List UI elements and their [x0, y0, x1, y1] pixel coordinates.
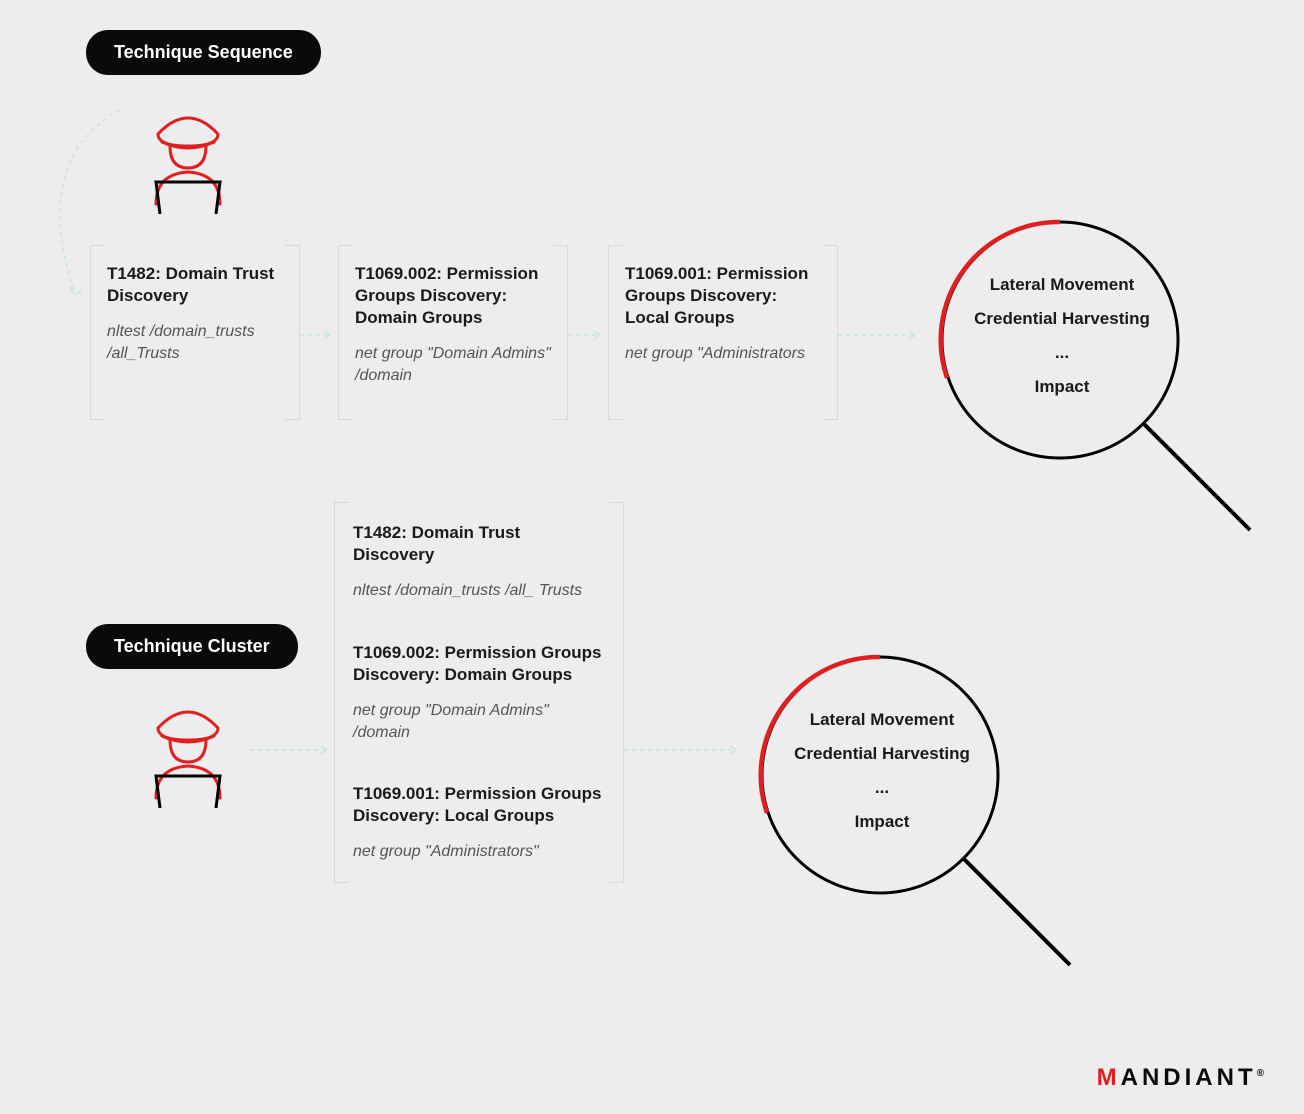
cluster-box: T1482: Domain Trust Discovery nltest /do… — [334, 502, 624, 883]
dashed-arrow — [568, 325, 608, 345]
technique-box-2: T1069.002: Permission Groups Discovery: … — [338, 245, 568, 420]
magnifier-lens: Lateral Movement Credential Harvesting .… — [920, 200, 1180, 460]
dashed-arrow — [838, 325, 923, 345]
technique-sequence-badge: Technique Sequence — [86, 30, 321, 75]
technique-cluster-badge: Technique Cluster — [86, 624, 298, 669]
lens-outcomes: Lateral Movement Credential Harvesting .… — [772, 703, 992, 839]
magnifier-lens: Lateral Movement Credential Harvesting .… — [740, 635, 1000, 895]
lens-outcomes: Lateral Movement Credential Harvesting .… — [952, 268, 1172, 404]
cluster-item: T1482: Domain Trust Discovery nltest /do… — [353, 522, 605, 602]
technique-box-1: T1482: Domain Trust Discovery nltest /do… — [90, 245, 300, 420]
technique-command: nltest /domain_trusts /all_ Trusts — [353, 580, 605, 602]
technique-title: T1069.002: Permission Groups Discovery: … — [355, 263, 551, 329]
hacker-icon — [128, 96, 248, 216]
technique-command: net group "Domain Admins" /domain — [353, 700, 605, 743]
technique-command: net group "Domain Admins" /domain — [355, 343, 551, 386]
lens-line: ... — [952, 336, 1172, 370]
lens-line: Impact — [952, 370, 1172, 404]
lens-line: Credential Harvesting — [952, 302, 1172, 336]
technique-title: T1069.002: Permission Groups Discovery: … — [353, 642, 605, 686]
lens-line: Impact — [772, 805, 992, 839]
technique-command: net group "Administrators — [625, 343, 821, 365]
technique-title: T1069.001: Permission Groups Discovery: … — [625, 263, 821, 329]
dashed-arrow — [624, 740, 744, 760]
cluster-item: T1069.002: Permission Groups Discovery: … — [353, 642, 605, 743]
mandiant-logo: MANDIANT® — [1097, 1064, 1264, 1092]
lens-line: Lateral Movement — [952, 268, 1172, 302]
lens-line: ... — [772, 771, 992, 805]
technique-title: T1482: Domain Trust Discovery — [353, 522, 605, 566]
technique-command: nltest /domain_trusts /all_Trusts — [107, 321, 283, 364]
cluster-item: T1069.001: Permission Groups Discovery: … — [353, 783, 605, 863]
technique-command: net group "Administrators" — [353, 841, 605, 863]
technique-title: T1069.001: Permission Groups Discovery: … — [353, 783, 605, 827]
lens-line: Lateral Movement — [772, 703, 992, 737]
dashed-arrow — [250, 740, 335, 760]
technique-box-3: T1069.001: Permission Groups Discovery: … — [608, 245, 838, 420]
lens-line: Credential Harvesting — [772, 737, 992, 771]
hacker-icon — [128, 690, 248, 810]
technique-title: T1482: Domain Trust Discovery — [107, 263, 283, 307]
dashed-arrow — [300, 325, 338, 345]
